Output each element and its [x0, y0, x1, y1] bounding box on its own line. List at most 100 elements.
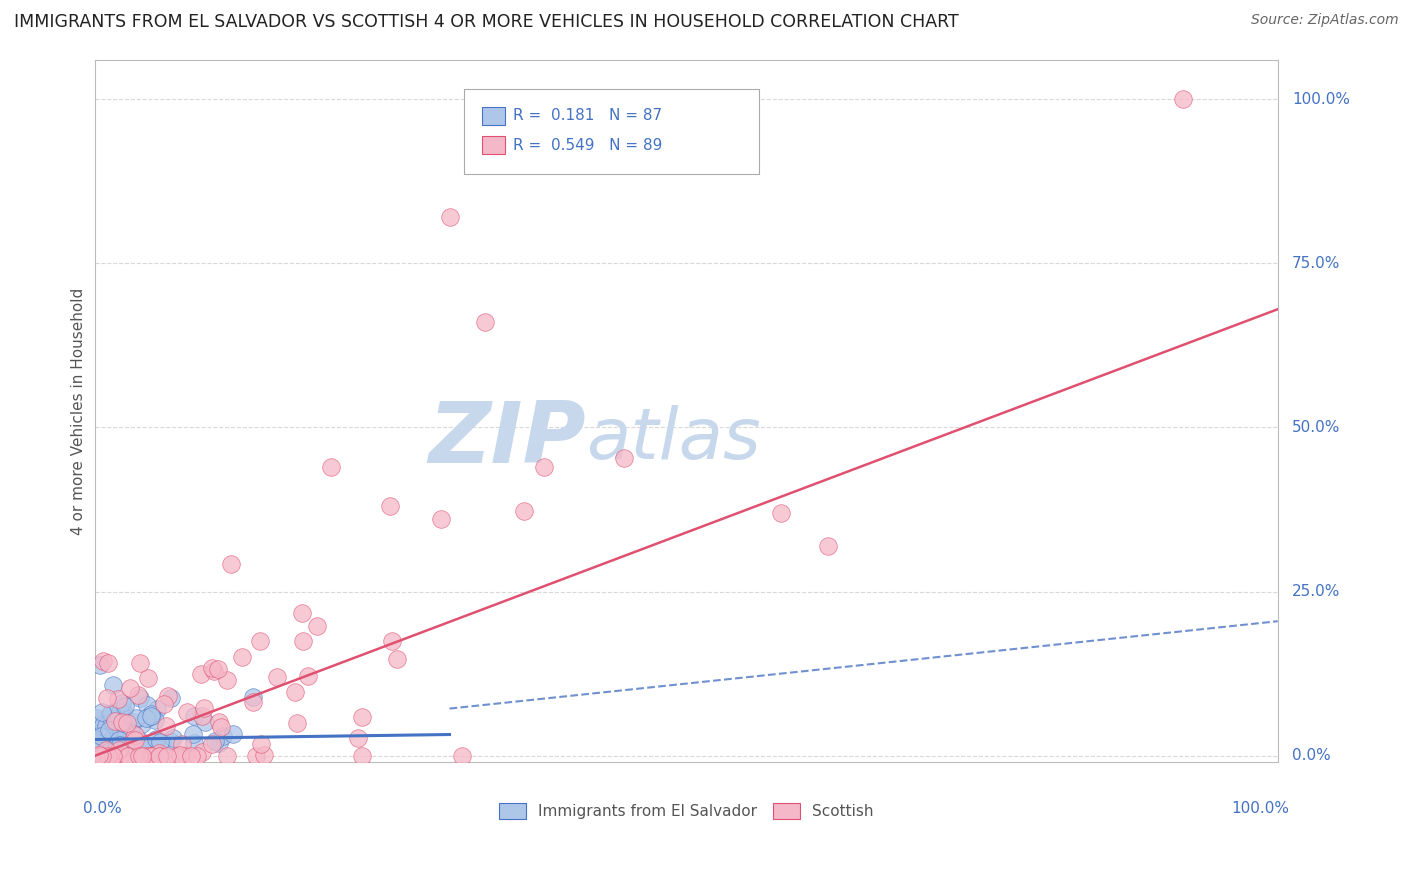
Point — [136, 711, 159, 725]
Point — [350, 748, 373, 763]
Point — [101, 678, 124, 692]
Point — [97, 726, 120, 740]
Point — [135, 748, 157, 763]
Point — [533, 459, 555, 474]
Point — [143, 713, 166, 727]
Point — [139, 748, 162, 763]
Point — [108, 723, 131, 738]
Text: 50.0%: 50.0% — [1292, 420, 1340, 435]
Y-axis label: 4 or more Vehicles in Household: 4 or more Vehicles in Household — [72, 287, 86, 534]
Text: 100.0%: 100.0% — [1232, 801, 1289, 816]
Point — [94, 719, 117, 733]
Point — [108, 733, 131, 747]
Point — [105, 738, 128, 752]
Point — [127, 688, 149, 702]
Point — [136, 671, 159, 685]
Point — [769, 506, 792, 520]
Point — [439, 211, 461, 225]
Point — [105, 735, 128, 749]
Point — [350, 710, 373, 724]
Text: atlas: atlas — [585, 405, 761, 474]
Point — [114, 698, 136, 713]
Point — [207, 662, 229, 676]
Text: 0.0%: 0.0% — [1292, 748, 1330, 764]
Point — [114, 725, 136, 739]
Point — [183, 736, 205, 750]
Point — [135, 711, 157, 725]
Point — [155, 718, 177, 732]
Point — [100, 706, 122, 720]
Point — [96, 728, 118, 742]
Point — [110, 736, 132, 750]
Text: 0.0%: 0.0% — [83, 801, 121, 816]
Point — [129, 691, 152, 706]
Point — [190, 666, 212, 681]
Point — [817, 539, 839, 553]
Point — [186, 748, 208, 763]
Point — [103, 748, 125, 763]
Point — [128, 656, 150, 670]
Point — [98, 706, 121, 721]
Point — [124, 732, 146, 747]
Point — [117, 716, 139, 731]
Point — [181, 727, 204, 741]
Point — [111, 715, 134, 730]
Point — [429, 512, 451, 526]
Point — [253, 747, 276, 762]
Text: R =  0.549   N = 89: R = 0.549 N = 89 — [513, 138, 662, 153]
Point — [291, 606, 314, 620]
Point — [160, 690, 183, 705]
Point — [156, 689, 179, 703]
Point — [149, 735, 172, 749]
Point — [284, 685, 307, 699]
Point — [201, 660, 224, 674]
Point — [98, 734, 121, 748]
Point — [266, 670, 288, 684]
Point — [156, 748, 179, 763]
Point — [121, 733, 143, 747]
Point — [107, 721, 129, 735]
Point — [105, 735, 128, 749]
Point — [145, 732, 167, 747]
Point — [150, 735, 173, 749]
Point — [110, 723, 132, 738]
Point — [87, 733, 110, 747]
Point — [613, 450, 636, 465]
Point — [141, 708, 163, 723]
Point — [124, 728, 146, 742]
Point — [94, 730, 117, 744]
Point — [115, 738, 138, 752]
Text: 75.0%: 75.0% — [1292, 256, 1340, 271]
Point — [107, 691, 129, 706]
Point — [110, 734, 132, 748]
Point — [114, 723, 136, 737]
Point — [112, 704, 135, 718]
Point — [166, 748, 188, 763]
Point — [162, 731, 184, 745]
Point — [138, 748, 160, 763]
Point — [305, 619, 328, 633]
Point — [108, 704, 131, 718]
Point — [132, 738, 155, 752]
Point — [121, 714, 143, 729]
Text: ZIP: ZIP — [427, 398, 585, 481]
Point — [112, 712, 135, 726]
Point — [513, 503, 536, 517]
Point — [87, 714, 110, 729]
Point — [190, 709, 212, 723]
Point — [183, 709, 205, 723]
Point — [128, 748, 150, 763]
Point — [125, 711, 148, 725]
Point — [101, 714, 124, 729]
Point — [121, 726, 143, 740]
Point — [97, 748, 120, 763]
Point — [131, 717, 153, 731]
Point — [201, 738, 224, 752]
Point — [159, 734, 181, 748]
Point — [380, 500, 402, 514]
Point — [170, 738, 193, 752]
Point — [176, 706, 198, 720]
Point — [451, 748, 474, 763]
Point — [114, 738, 136, 752]
Point — [242, 695, 264, 709]
